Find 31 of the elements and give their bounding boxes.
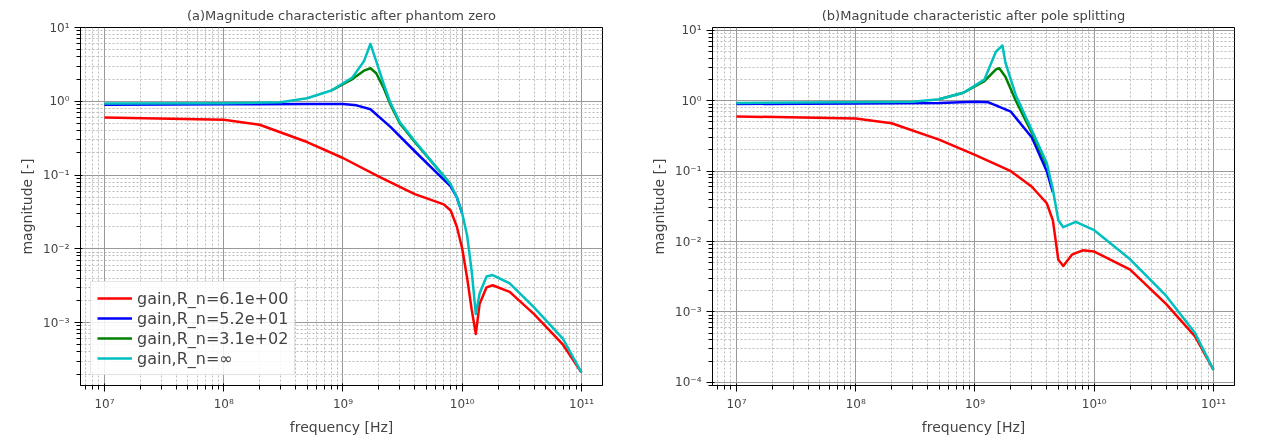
x-tick-label: 10⁷ — [94, 396, 115, 411]
x-axis-title: frequency [Hz] — [289, 418, 394, 435]
y-axis-title: magnitude [-] — [651, 158, 668, 255]
y-tick-label: 10¹ — [49, 20, 70, 35]
x-tick-label: 10⁹ — [964, 396, 986, 411]
x-tick-label: 10⁸ — [213, 396, 234, 411]
chart-title: (b)Magnitude characteristic after pole splitting — [821, 7, 1126, 23]
y-tick-label: 10⁻³ — [43, 315, 70, 330]
y-tick-label: 10⁻⁴ — [675, 375, 702, 390]
legend-label: gain,R_n=3.1e+02 — [137, 328, 289, 348]
x-tick-label: 10¹⁰ — [1081, 396, 1107, 411]
legend-label: gain,R_n=∞ — [137, 348, 233, 368]
y-tick-label: 10⁻¹ — [43, 168, 70, 183]
x-tick-label: 10⁹ — [332, 396, 354, 411]
y-tick-label: 10¹ — [681, 23, 702, 38]
chart-title: (a)Magnitude characteristic after phantom zero — [187, 7, 497, 23]
legend-label: gain,R_n=5.2e+01 — [137, 308, 289, 328]
y-tick-label: 10⁰ — [49, 94, 70, 109]
y-tick-label: 10⁻¹ — [675, 164, 702, 179]
x-axis-title: frequency [Hz] — [921, 418, 1026, 435]
x-tick-label: 10⁷ — [726, 396, 747, 411]
y-tick-label: 10⁻² — [43, 241, 70, 256]
x-tick-label: 10¹¹ — [1201, 396, 1227, 411]
legend-label: gain,R_n=6.1e+00 — [137, 288, 289, 308]
y-tick-label: 10⁰ — [681, 93, 702, 108]
y-tick-label: 10⁻³ — [675, 304, 702, 319]
x-tick-label: 10⁸ — [845, 396, 866, 411]
x-tick-label: 10¹⁰ — [449, 396, 475, 411]
x-tick-label: 10¹¹ — [569, 396, 595, 411]
y-axis-title: magnitude [-] — [19, 158, 36, 255]
y-tick-label: 10⁻² — [675, 234, 702, 249]
